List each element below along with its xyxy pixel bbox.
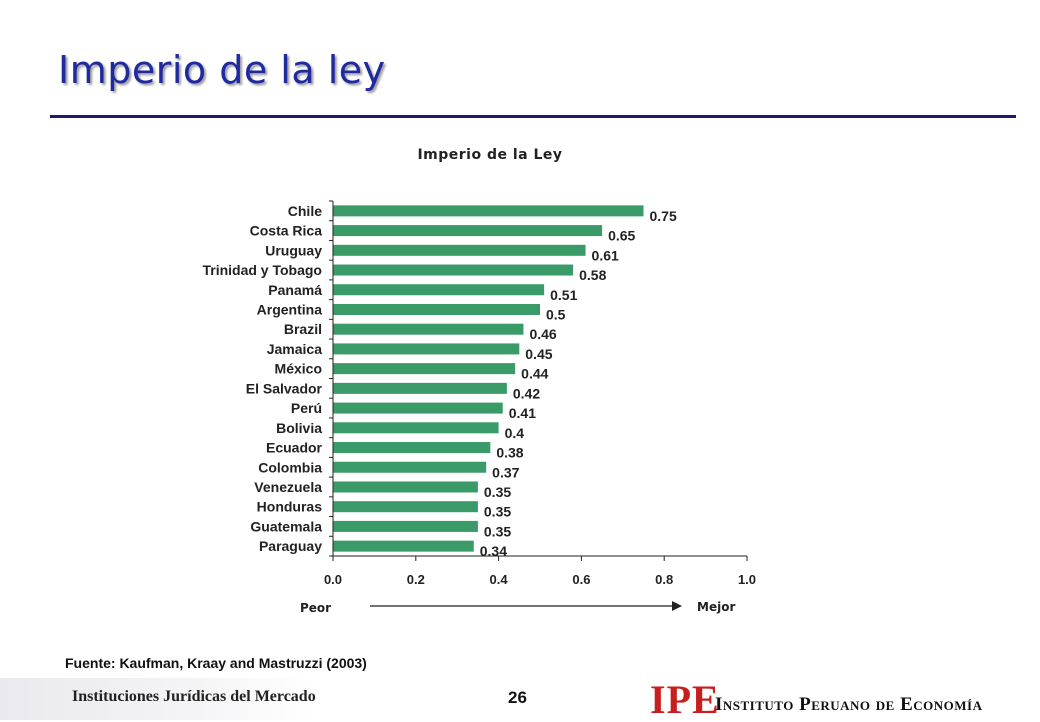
direction-label-better: Mejor	[697, 600, 735, 614]
source-note: Fuente: Kaufman, Kraay and Mastruzzi (20…	[65, 655, 367, 671]
data-label: 0.45	[525, 346, 552, 362]
direction-arrow	[370, 601, 682, 611]
x-tick-label: 0.2	[407, 572, 425, 587]
x-tick-label: 0.4	[490, 572, 509, 587]
data-label: 0.75	[650, 208, 677, 224]
data-label: 0.44	[521, 366, 548, 382]
x-tick-label: 0.8	[655, 572, 673, 587]
data-label: 0.61	[592, 247, 619, 263]
category-label: Colombia	[258, 459, 322, 475]
category-label: Perú	[291, 400, 322, 416]
data-label: 0.35	[484, 504, 511, 520]
chart-title: Imperio de la Ley	[417, 147, 562, 163]
data-label: 0.58	[579, 267, 606, 283]
page-number: 26	[508, 688, 527, 707]
category-label: Uruguay	[265, 242, 322, 258]
data-label: 0.35	[484, 523, 511, 539]
bar	[333, 323, 524, 335]
category-label: El Salvador	[246, 380, 323, 396]
bar	[333, 520, 478, 532]
slide-title: Imperio de la ley	[58, 48, 386, 92]
title-divider	[50, 115, 1016, 118]
bar	[333, 481, 478, 493]
bar-chart: Imperio de la Ley Chile 0.75 Costa Rica 0.6…	[202, 147, 756, 615]
direction-label-worse: Peor	[300, 601, 331, 615]
category-label: Brazil	[284, 321, 322, 337]
bar	[333, 442, 491, 454]
category-label: Venezuela	[254, 479, 322, 495]
data-label: 0.34	[480, 543, 507, 559]
category-label: Argentina	[257, 301, 323, 317]
data-label: 0.35	[484, 484, 511, 500]
category-label: Chile	[288, 203, 322, 219]
institute-name: Instituto Peruano de Economía	[715, 694, 983, 715]
bar	[333, 343, 520, 355]
bar	[333, 422, 499, 434]
category-label: Costa Rica	[250, 223, 323, 239]
category-label: Panamá	[268, 282, 322, 298]
category-label: Jamaica	[267, 341, 322, 357]
bar	[333, 363, 516, 375]
data-label: 0.42	[513, 385, 540, 401]
data-label: 0.37	[492, 464, 519, 480]
data-label: 0.5	[546, 306, 566, 322]
category-label: Bolivia	[276, 420, 322, 436]
bar	[333, 244, 586, 256]
bar	[333, 382, 507, 394]
axis-layer: 0.0 0.2 0.4 0.6 0.8 1.0	[324, 200, 756, 587]
data-label: 0.41	[509, 405, 536, 421]
bar	[333, 402, 503, 414]
bar	[333, 264, 574, 276]
data-label: 0.51	[550, 287, 577, 303]
footer-section-title: Instituciones Jurídicas del Mercado	[72, 688, 316, 705]
footer-bar	[0, 678, 1040, 720]
x-tick-label: 1.0	[738, 572, 756, 587]
ipe-logo: IPE	[650, 677, 720, 722]
x-tick-label: 0.6	[572, 572, 590, 587]
category-label: México	[275, 361, 322, 377]
category-label: Paraguay	[259, 538, 322, 554]
data-label: 0.46	[529, 326, 556, 342]
data-label: 0.65	[608, 228, 635, 244]
category-label: Ecuador	[266, 440, 323, 456]
bar	[333, 461, 487, 473]
x-tick-label: 0.0	[324, 572, 342, 587]
category-label: Honduras	[257, 499, 323, 515]
data-label: 0.4	[505, 425, 525, 441]
data-label: 0.38	[496, 445, 523, 461]
category-label: Trinidad y Tobago	[202, 262, 322, 278]
arrow-head-icon	[672, 601, 682, 611]
bar	[333, 303, 540, 315]
bars-layer: Chile 0.75 Costa Rica 0.65 Uruguay 0.61 Trinid…	[202, 203, 676, 559]
category-label: Guatemala	[250, 518, 322, 534]
bar	[333, 225, 603, 237]
bar	[333, 540, 474, 552]
bar	[333, 501, 478, 513]
bar	[333, 205, 644, 217]
bar	[333, 284, 545, 296]
